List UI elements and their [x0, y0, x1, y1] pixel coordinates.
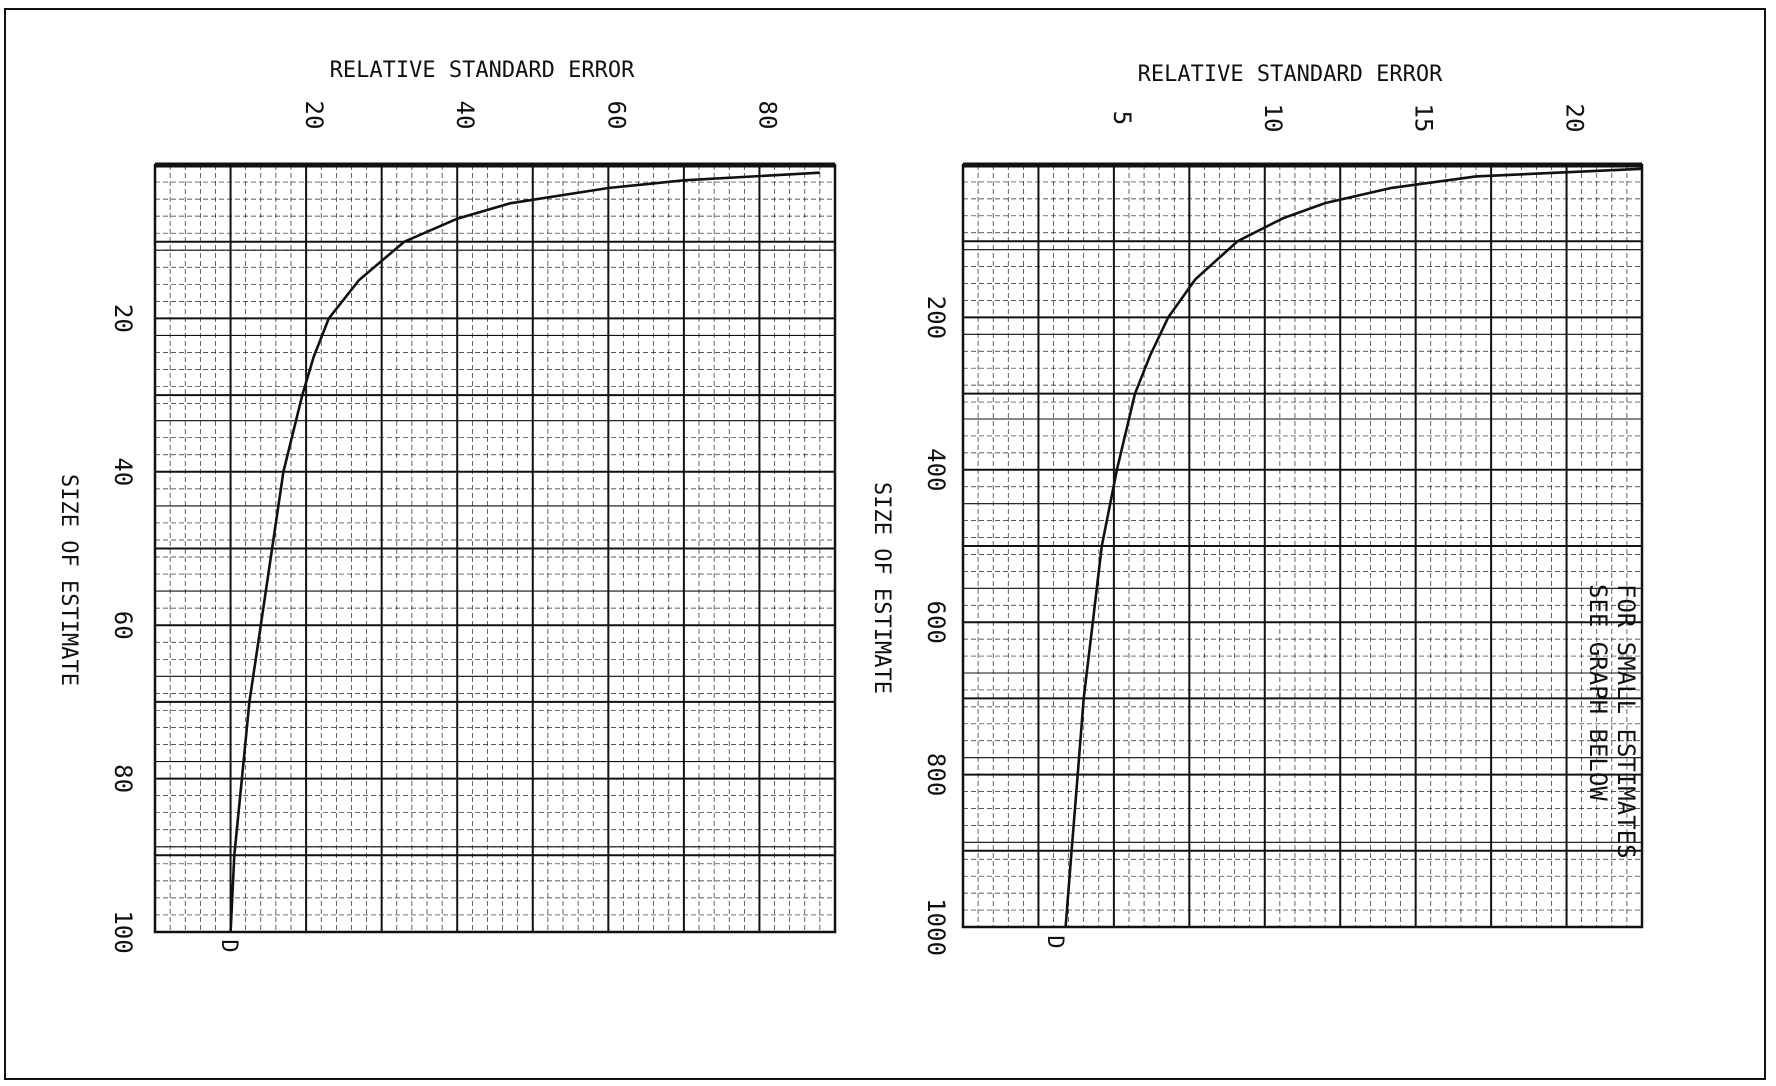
x-tick-label: 600: [922, 601, 950, 644]
x-tick-label: 20: [109, 304, 137, 333]
grid-right: [961, 162, 1644, 929]
y-axis-title-left: RELATIVE STANDARD ERROR: [330, 58, 635, 83]
y-tick-label: 80: [753, 101, 781, 130]
y-tick-label: 15: [1410, 104, 1438, 133]
ticks-left: 20 40 60 80 100 20 40 60 80: [109, 101, 781, 954]
y-tick-label: 20: [300, 101, 328, 130]
ticks-right: 200 400 600 800 1000 5 10 15 20: [922, 104, 1589, 956]
curve-right: [1064, 167, 1643, 928]
x-tick-label: 60: [109, 611, 137, 640]
curve-left: [229, 171, 820, 933]
origin-label-left: D: [216, 939, 241, 952]
x-axis-title-left: SIZE OF ESTIMATE: [56, 474, 81, 686]
y-tick-label: 10: [1259, 104, 1287, 133]
origin-label-right: D: [1042, 935, 1067, 948]
x-tick-label: 100: [109, 910, 137, 953]
x-axis-title-right: SIZE OF ESTIMATE: [869, 482, 894, 694]
y-axis-title-right: RELATIVE STANDARD ERROR: [1138, 62, 1443, 87]
y-tick-label: 40: [451, 101, 479, 130]
x-tick-label: 400: [922, 448, 950, 491]
x-tick-label: 200: [922, 296, 950, 339]
x-tick-label: 80: [109, 764, 137, 793]
y-tick-label: 5: [1108, 111, 1136, 125]
y-tick-label: 60: [602, 101, 630, 130]
x-tick-label: 800: [922, 753, 950, 796]
x-tick-label: 1000: [922, 898, 950, 956]
grid-left: [153, 162, 837, 934]
y-tick-label: 20: [1561, 104, 1589, 133]
annotation-line-1: FOR SMALL ESTIMATES: [1612, 584, 1640, 859]
annotation-line-2: SEE GRAPH BELOW: [1584, 584, 1612, 801]
x-tick-label: 40: [109, 457, 137, 486]
